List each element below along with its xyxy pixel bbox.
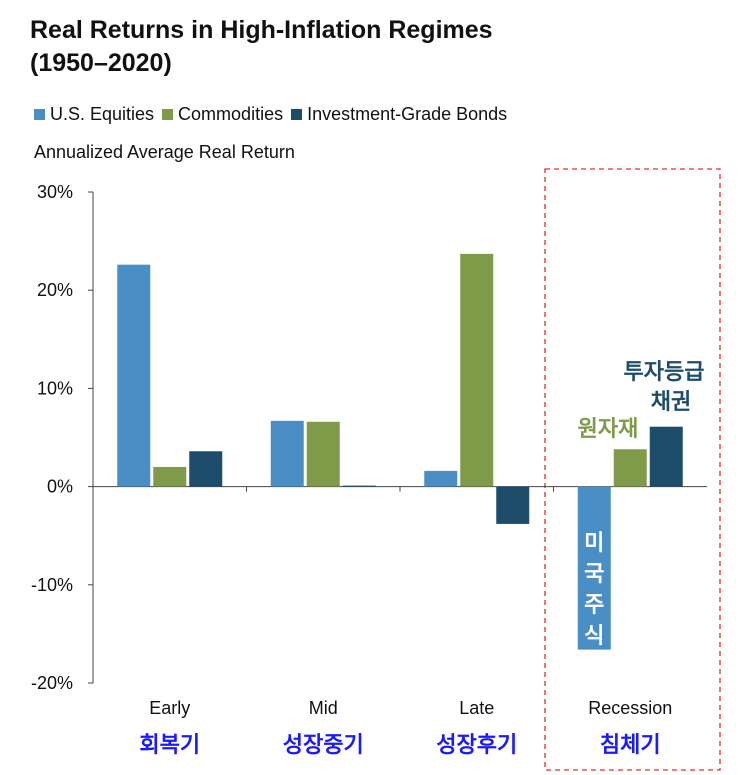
bar-equities-late xyxy=(424,470,458,487)
category-label-kr: 회복기 xyxy=(139,733,200,758)
bar-equities-early xyxy=(117,264,151,487)
chart-title: Real Returns in High-Inflation Regimes (… xyxy=(30,14,493,80)
bar-bonds-early xyxy=(189,451,223,487)
chart-title-line-1: Real Returns in High-Inflation Regimes xyxy=(30,16,493,44)
y-tick-label: -20% xyxy=(31,673,73,693)
legend-swatch-commodities xyxy=(162,109,174,120)
category-label: Late xyxy=(459,698,494,718)
category-label: Mid xyxy=(309,698,338,718)
annotation-bonds-line1: 투자등급 xyxy=(624,360,705,385)
bar-commodities-mid xyxy=(306,421,340,487)
bar-commodities-recession xyxy=(613,449,647,487)
legend-item-commodities: Commodities xyxy=(162,104,283,125)
legend-label-commodities: Commodities xyxy=(178,104,284,124)
bar-equities-mid xyxy=(270,420,304,487)
bar-bonds-late xyxy=(496,486,530,524)
legend-label-bonds: Investment-Grade Bonds xyxy=(307,104,508,124)
y-tick-label: 30% xyxy=(37,182,73,202)
annotation-bonds-line2: 채권 xyxy=(651,390,691,415)
legend-label-equities: U.S. Equities xyxy=(50,104,155,124)
bar-bonds-mid xyxy=(342,485,376,487)
legend: U.S. Equities Commodities Investment-Gra… xyxy=(34,104,515,125)
recession-highlight-box xyxy=(544,168,721,771)
legend-swatch-bonds xyxy=(291,109,303,120)
category-label-kr: 성장후기 xyxy=(436,733,517,758)
bar-bonds-recession xyxy=(649,426,683,487)
annotation-equities-char: 국 xyxy=(584,562,604,587)
y-tick-label: -10% xyxy=(31,575,73,595)
category-label-kr: 성장중기 xyxy=(283,733,364,758)
chart-title-line-2: (1950–2020) xyxy=(30,49,172,77)
bar-equities-recession xyxy=(577,486,611,650)
category-label: Recession xyxy=(588,698,672,718)
y-tick-label: 10% xyxy=(37,378,73,398)
bar-commodities-late xyxy=(460,253,494,487)
category-label-kr: 침체기 xyxy=(600,733,661,758)
annotation-equities-char: 식 xyxy=(584,624,604,649)
annotation-equities-char: 주 xyxy=(584,593,604,618)
category-label: Early xyxy=(149,698,190,718)
chart-subtitle: Annualized Average Real Return xyxy=(34,142,295,162)
legend-item-equities: U.S. Equities xyxy=(34,104,154,125)
legend-item-bonds: Investment-Grade Bonds xyxy=(291,104,507,125)
bar-commodities-early xyxy=(153,466,187,487)
legend-swatch-equities xyxy=(34,109,45,120)
annotation-equities-char: 미 xyxy=(584,531,604,556)
annotation-commodities: 원자재 xyxy=(578,417,639,442)
y-tick-label: 20% xyxy=(37,280,73,300)
y-tick-label: 0% xyxy=(47,477,73,497)
